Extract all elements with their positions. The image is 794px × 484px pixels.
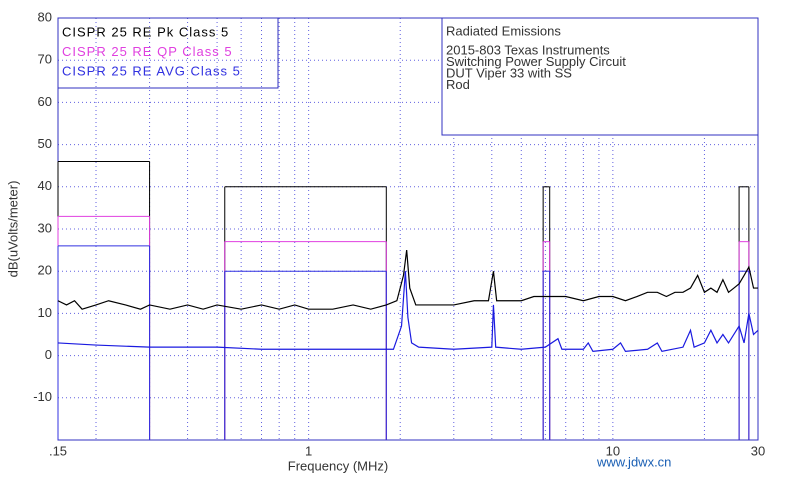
- annotation-line: 2015-803 Texas Instruments: [446, 42, 610, 57]
- trace-line: [57, 250, 758, 310]
- annotation-box: [441, 17, 759, 136]
- y-tick-label: 70: [38, 52, 52, 67]
- y-tick-label: -10: [33, 389, 52, 404]
- y-tick-label: 80: [38, 9, 52, 24]
- annotation-line: Rod: [446, 77, 470, 92]
- y-tick-label: 50: [38, 136, 52, 151]
- annotation-line: Switching Power Supply Circuit: [446, 54, 626, 69]
- y-tick-label: 30: [38, 220, 52, 235]
- y-tick-label: 60: [38, 94, 52, 109]
- trace-line: [57, 271, 759, 353]
- legend-entry: CISPR 25 RE Pk Class 5: [62, 24, 229, 39]
- y-tick-label: 0: [45, 347, 52, 362]
- y-tick-label: 20: [38, 263, 52, 278]
- legend-entry: CISPR 25 RE AVG Class 5: [62, 63, 241, 78]
- watermark: www.jdwx.cn: [596, 454, 671, 469]
- x-tick-label: 30: [751, 443, 765, 458]
- legend-entry: CISPR 25 RE QP Class 5: [62, 44, 233, 59]
- x-tick-label: 10: [606, 443, 620, 458]
- x-axis-label: Frequency (MHz): [288, 458, 388, 473]
- y-tick-label: 40: [38, 178, 52, 193]
- legend-box: [57, 17, 279, 89]
- annotation-line: DUT Viper 33 with SS: [446, 65, 572, 80]
- x-tick-label: 1: [305, 443, 312, 458]
- x-tick-label: .15: [49, 443, 67, 458]
- y-axis-label: dB(uVolts/meter): [5, 181, 20, 278]
- y-tick-label: 10: [38, 305, 52, 320]
- annotation-title: Radiated Emissions: [446, 23, 561, 38]
